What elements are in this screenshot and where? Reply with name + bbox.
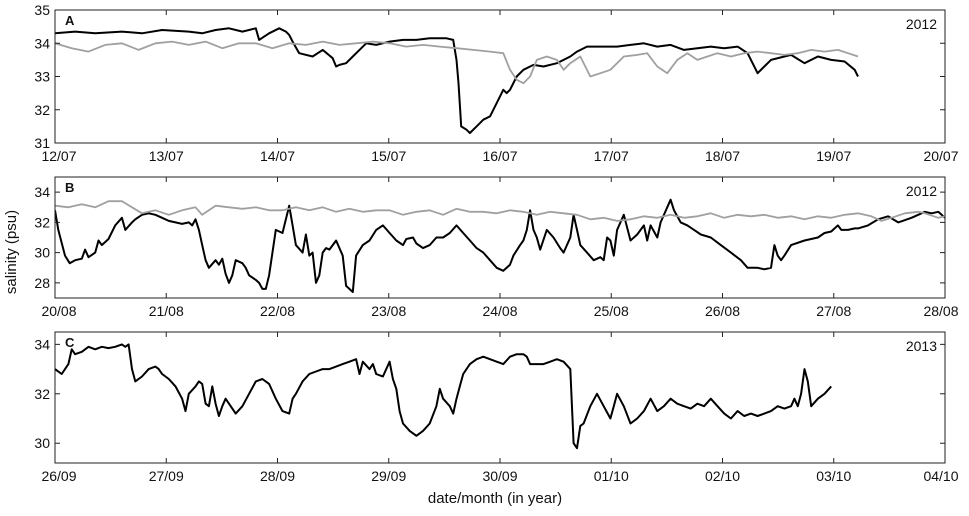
panel-letter: C xyxy=(65,335,75,350)
x-tick-label: 13/07 xyxy=(149,148,184,164)
panel-letter: A xyxy=(65,13,75,28)
series-line-b-2 xyxy=(55,200,945,222)
y-tick-label: 31 xyxy=(34,135,50,151)
x-tick-label: 20/08 xyxy=(41,303,76,319)
plot-frame xyxy=(54,9,946,144)
panel-c: 30 32 34 26/09 27/09 28/09 29/09 30/09 01/10 02/1… xyxy=(34,331,959,484)
year-annotation: 2012 xyxy=(906,16,937,32)
x-tick-label: 16/07 xyxy=(482,148,517,164)
y-tick-label: 28 xyxy=(34,275,50,291)
x-tick-label: 14/07 xyxy=(260,148,295,164)
x-tick-label: 01/10 xyxy=(594,468,629,484)
x-tick-label: 21/08 xyxy=(149,303,184,319)
y-tick-label: 32 xyxy=(34,102,50,118)
series-line-b-1 xyxy=(55,198,945,293)
y-tick-label: 32 xyxy=(34,386,50,402)
x-tick-label: 27/08 xyxy=(816,303,851,319)
year-annotation: 2012 xyxy=(906,183,937,199)
y-tick-label: 30 xyxy=(34,245,50,261)
series-line-a-2 xyxy=(55,40,859,85)
x-tick-label: 12/07 xyxy=(41,148,76,164)
year-annotation: 2013 xyxy=(906,338,937,354)
y-tick-label: 35 xyxy=(34,2,50,18)
y-tick-label: 32 xyxy=(34,214,50,230)
plot-frame xyxy=(54,176,946,299)
x-axis-label: date/month (in year) xyxy=(428,490,562,507)
x-tick-label: 20/07 xyxy=(923,148,958,164)
x-tick-label: 23/08 xyxy=(371,303,406,319)
x-tick-label: 22/08 xyxy=(260,303,295,319)
x-tick-label: 28/09 xyxy=(260,468,295,484)
panel-letter: B xyxy=(65,180,74,195)
x-tick-label: 25/08 xyxy=(594,303,629,319)
y-tick-label: 34 xyxy=(34,336,50,352)
x-tick-label: 30/09 xyxy=(482,468,517,484)
x-tick-label: 18/07 xyxy=(705,148,740,164)
y-tick-label: 34 xyxy=(34,184,50,200)
x-tick-label: 26/09 xyxy=(41,468,76,484)
y-tick-label: 33 xyxy=(34,69,50,85)
x-tick-label: 04/10 xyxy=(923,468,958,484)
x-tick-label: 17/07 xyxy=(594,148,629,164)
series-line-a-1 xyxy=(55,27,859,134)
y-axis-label: salinity (psu) xyxy=(3,210,20,294)
x-tick-label: 02/10 xyxy=(705,468,740,484)
x-tick-label: 26/08 xyxy=(705,303,740,319)
y-tick-label: 30 xyxy=(34,435,50,451)
x-tick-label: 19/07 xyxy=(816,148,851,164)
x-tick-label: 28/08 xyxy=(923,303,958,319)
x-tick-label: 29/09 xyxy=(371,468,406,484)
chart-panels: 31 32 33 34 35 12/07 13/07 14/07 15/07 16/07 17/07… xyxy=(34,2,958,484)
x-tick-label: 15/07 xyxy=(371,148,406,164)
x-tick-label: 24/08 xyxy=(482,303,517,319)
series-line-c-1 xyxy=(55,343,832,450)
x-tick-label: 03/10 xyxy=(816,468,851,484)
panel-b: 28 30 32 34 20/08 21/08 22/08 23/08 24/08 25/08 26… xyxy=(34,176,959,319)
y-tick-label: 34 xyxy=(34,35,50,51)
panel-a: 31 32 33 34 35 12/07 13/07 14/07 15/07 16/07 17/07… xyxy=(34,2,958,164)
x-tick-label: 27/09 xyxy=(149,468,184,484)
